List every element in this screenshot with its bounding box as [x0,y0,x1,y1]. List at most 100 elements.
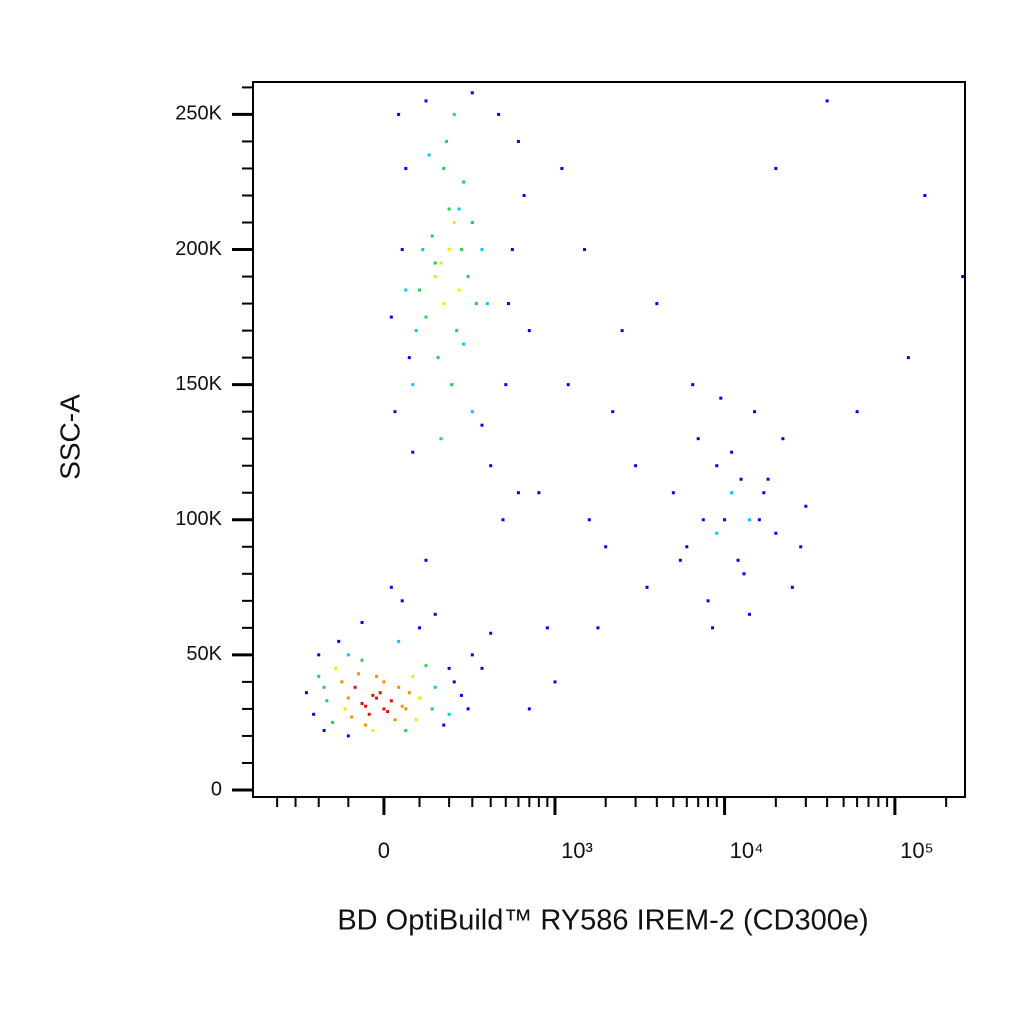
point [923,193,927,197]
point [457,288,461,292]
point [766,477,770,481]
point [407,356,411,360]
point [371,693,375,697]
point [389,585,393,589]
point [747,612,751,616]
point [671,491,675,495]
x-tick-label: 0 [378,838,390,863]
point [360,658,364,662]
point [804,504,808,508]
point [470,410,474,414]
point [340,680,344,684]
point [404,707,408,711]
point [346,653,350,657]
point [304,691,308,695]
point [442,723,446,727]
point [322,729,326,733]
point [447,248,451,252]
point [421,248,425,252]
point [596,626,600,630]
point [906,356,910,360]
point [447,207,451,211]
point [444,139,448,143]
point [730,491,734,495]
point [855,410,859,414]
point [715,464,719,468]
point [424,664,428,668]
point [470,653,474,657]
point [331,720,335,724]
point [452,112,456,116]
y-tick-label: 200K [175,238,222,260]
point [346,734,350,738]
point [685,545,689,549]
point [400,248,404,252]
point [418,288,422,292]
point [583,248,587,252]
point [706,599,710,603]
point [747,518,751,522]
point [739,477,743,481]
point [378,691,382,695]
point [360,702,364,706]
point [466,707,470,711]
point [371,729,375,733]
point [470,221,474,225]
point [474,302,478,306]
point [433,261,437,265]
point [411,383,415,387]
point [407,691,411,695]
point [442,302,446,306]
point [439,437,443,441]
point [447,712,451,716]
point [367,712,371,716]
point [537,491,541,495]
point [404,288,408,292]
point [393,718,397,722]
point [604,545,608,549]
point [414,329,418,333]
y-axis-label: SSC-A [54,394,85,480]
point [353,685,357,689]
point [337,639,341,643]
point [462,180,466,184]
point [404,166,408,170]
point [424,558,428,562]
point [424,315,428,319]
point [466,275,470,279]
point [457,207,461,211]
point [427,153,431,157]
y-tick-label: 50K [186,643,222,665]
point [566,383,570,387]
point [364,704,368,708]
point [545,626,549,630]
point [485,302,489,306]
point [317,653,321,657]
point [397,639,401,643]
point [516,491,520,495]
point [418,696,422,700]
point [799,545,803,549]
point [375,696,379,700]
point [497,112,501,116]
plot-frame [252,81,966,798]
point [360,620,364,624]
y-tick-label: 150K [175,373,222,395]
x-axis-label: BD OptiBuild™ RY586 IREM-2 (CD300e) [337,905,868,937]
point [382,707,386,711]
point [701,518,705,522]
point [645,585,649,589]
point [459,693,463,697]
point [634,464,638,468]
point [433,275,437,279]
point [439,261,443,265]
point [736,558,740,562]
point [455,329,459,333]
point [516,139,520,143]
point [430,707,434,711]
point [346,696,350,700]
point [501,518,505,522]
point [400,599,404,603]
point [489,631,493,635]
